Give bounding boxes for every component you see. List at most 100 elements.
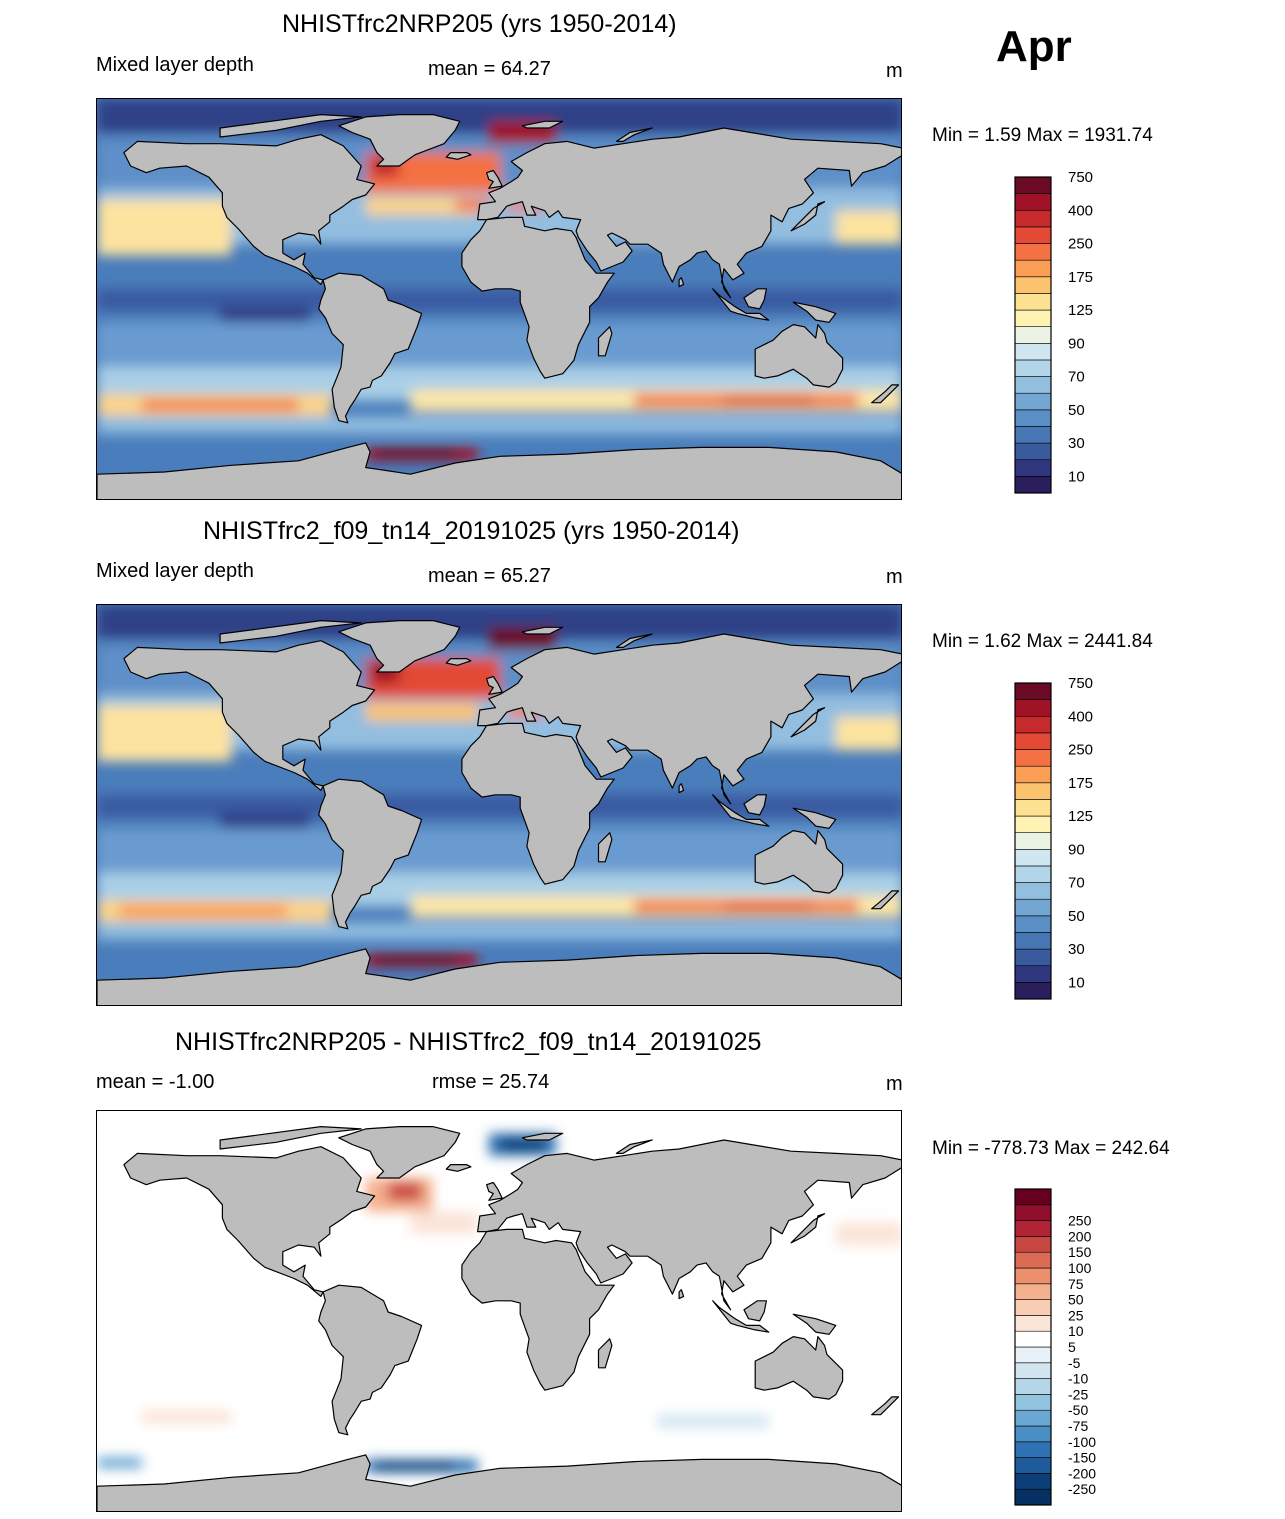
colorbar-swatch <box>1014 1188 1052 1206</box>
colorbar-swatch <box>1014 359 1052 377</box>
colorbar-swatch <box>1014 209 1052 228</box>
colorbar-label: 10 <box>1068 468 1085 485</box>
field-region <box>97 705 232 762</box>
colorbar-label: 10 <box>1068 1323 1084 1339</box>
land-arctic-islands <box>219 620 362 644</box>
minmax-readout: Min = -778.73 Max = 242.64 <box>932 1138 1170 1159</box>
colorbar-label: 5 <box>1068 1339 1076 1355</box>
colorbar-swatch <box>1014 849 1052 867</box>
colorbar-label: 175 <box>1068 269 1093 286</box>
land-uk <box>486 169 503 189</box>
colorbar-swatch <box>1014 1457 1052 1474</box>
land-arctic-islands <box>219 114 362 138</box>
colorbar-swatch <box>1014 732 1052 750</box>
panel-units: m <box>886 1073 903 1095</box>
colorbar-swatch <box>1014 343 1052 361</box>
colorbar-swatch <box>1014 392 1052 411</box>
panel-units: m <box>886 566 903 588</box>
colorbar-swatch <box>1014 865 1052 883</box>
colorbar-label: 150 <box>1068 1244 1092 1260</box>
land-madagascar <box>597 326 613 357</box>
colorbar-label: 200 <box>1068 1228 1092 1244</box>
colorbar-diff: -250 -200 -150 -100 -75 -50 -25 -10 -5 5 10 25 50 75 1… <box>1014 1188 1114 1506</box>
colorbar-swatch <box>1014 1204 1052 1221</box>
field-region <box>365 703 478 722</box>
colorbar-swatch <box>1014 1409 1052 1427</box>
land-japan <box>790 707 826 738</box>
colorbar-swatch <box>1014 1473 1052 1490</box>
colorbar-label: 400 <box>1068 202 1093 219</box>
colorbar-swatch <box>1014 1488 1052 1506</box>
field-region <box>723 396 814 405</box>
field-region <box>723 902 814 911</box>
field-region <box>97 922 901 940</box>
land-uk <box>486 1181 503 1201</box>
land-eurasia <box>477 633 901 805</box>
colorbar-swatch <box>1014 426 1052 444</box>
colorbar-label: 175 <box>1068 775 1093 792</box>
colorbar-swatch <box>1014 932 1052 950</box>
land-new-guinea <box>792 301 837 323</box>
field-region <box>376 1461 456 1471</box>
colorbar-label: -150 <box>1068 1450 1096 1466</box>
colorbar-swatch <box>1014 1346 1052 1364</box>
colorbar-label: 90 <box>1068 841 1085 858</box>
land-madagascar <box>597 832 613 863</box>
colorbar-swatch <box>1014 1299 1052 1316</box>
land-south-america <box>318 778 423 930</box>
colorbar-swatch <box>1014 699 1052 717</box>
land-africa <box>461 722 615 885</box>
land-south-america <box>318 272 423 424</box>
colorbar-swatch <box>1014 982 1052 1000</box>
colorbar-swatch <box>1014 1330 1052 1348</box>
colorbar-swatch <box>1014 442 1052 461</box>
colorbar-label: 50 <box>1068 1292 1084 1308</box>
colorbar-swatch <box>1014 965 1052 983</box>
colorbar-swatch <box>1014 898 1052 917</box>
colorbar-swatch <box>1014 1394 1052 1411</box>
land-novaya-zemlya <box>615 1139 653 1154</box>
panel-units: m <box>886 60 903 82</box>
land-antarctica <box>97 1454 901 1511</box>
colorbar-label: -100 <box>1068 1434 1096 1450</box>
land-iceland <box>445 1164 472 1172</box>
colorbar-swatch <box>1014 749 1052 767</box>
panel-left-label: Mixed layer depth <box>96 560 254 582</box>
colorbar-label: 125 <box>1068 808 1093 825</box>
field-region <box>220 306 310 327</box>
colorbar-swatch <box>1014 915 1052 933</box>
colorbar-swatch <box>1014 276 1052 294</box>
field-region <box>97 416 901 434</box>
land-new-guinea <box>792 807 837 829</box>
colorbar-label: 750 <box>1068 169 1093 186</box>
colorbar-label: 30 <box>1068 941 1085 958</box>
panel-center-label: mean = 65.27 <box>428 565 551 587</box>
panel-title: NHISTfrc2NRP205 (yrs 1950-2014) <box>282 10 677 38</box>
field-region <box>835 1222 901 1245</box>
colorbar-swatch <box>1014 832 1052 850</box>
colorbar-swatch <box>1014 799 1052 817</box>
land-arctic-islands <box>219 1126 362 1150</box>
land-australia <box>754 324 844 388</box>
land-north-america <box>123 640 376 791</box>
land-japan <box>790 1213 826 1244</box>
field-region <box>97 288 901 312</box>
colorbar-label: 125 <box>1068 302 1093 319</box>
colorbar-swatch <box>1014 1267 1052 1285</box>
field-region <box>388 1182 422 1201</box>
minmax-readout: Min = 1.59 Max = 1931.74 <box>932 125 1153 146</box>
field-region <box>220 812 310 833</box>
colorbar-label: 50 <box>1068 402 1085 419</box>
land-svalbard <box>521 626 564 635</box>
land-new-zealand <box>871 890 900 910</box>
colorbar-swatch <box>1014 782 1052 800</box>
land-north-america <box>123 1146 376 1297</box>
field-region <box>119 904 288 918</box>
panel-center-label: mean = 64.27 <box>428 58 551 80</box>
field-region <box>141 398 299 412</box>
land-sri-lanka <box>678 277 685 288</box>
colorbar-swatch <box>1014 1441 1052 1458</box>
land-iceland <box>445 152 472 160</box>
colorbar-label: 75 <box>1068 1276 1084 1292</box>
colorbar-swatch <box>1014 765 1052 784</box>
